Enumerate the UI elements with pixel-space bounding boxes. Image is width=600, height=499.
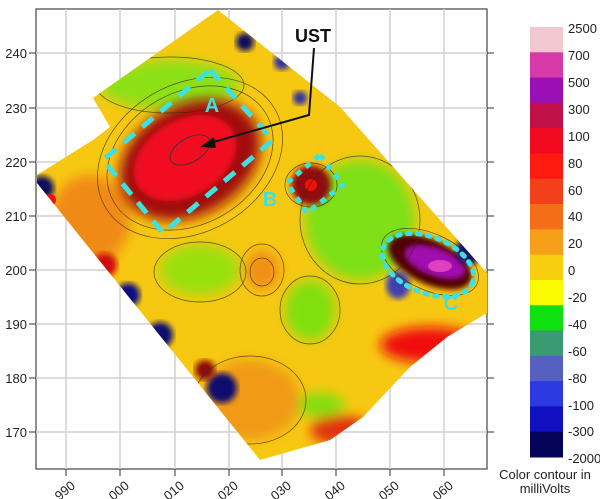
colorbar	[530, 27, 563, 458]
colorbar-level-label: 80	[568, 155, 583, 171]
colorbar-swatch	[530, 52, 563, 79]
colorbar-swatch	[530, 305, 563, 332]
colorbar-swatch	[530, 229, 563, 256]
colorbar-level-label: 500	[568, 75, 590, 91]
colorbar-swatch	[530, 77, 563, 104]
x-tick-label: 020	[215, 478, 241, 499]
overlay-zones	[99, 66, 477, 300]
label-b: B	[263, 189, 277, 211]
x-tick-label: 990	[52, 478, 78, 499]
x-tick-label: 050	[376, 478, 402, 499]
colorbar-level-label: -100	[568, 397, 595, 413]
label-c: C	[444, 293, 458, 315]
colorbar-title: Color contour in milliVolts	[499, 467, 591, 496]
colorbar-level-label: -60	[568, 343, 587, 359]
colorbar-swatch	[530, 279, 563, 306]
colorbar-level-label: -80	[568, 370, 587, 386]
ust-arrow	[200, 47, 315, 148]
ust-label: UST	[295, 26, 331, 46]
colorbar-level-label: 0	[568, 263, 576, 279]
x-tick-label: 010	[161, 478, 187, 499]
y-tick-label: 200	[5, 263, 27, 278]
colorbar-swatch	[530, 128, 563, 154]
colorbar-level-label: 100	[568, 128, 590, 144]
colorbar-level-label: 40	[568, 209, 583, 225]
colorbar-level-label: 60	[568, 182, 583, 198]
colorbar-swatch	[530, 431, 563, 458]
colorbar-level-label: 300	[568, 101, 590, 117]
label-a: A	[205, 95, 219, 117]
x-tick-label: 000	[106, 478, 132, 499]
colorbar-level-label: -300	[568, 424, 595, 440]
contour-lines	[95, 56, 479, 445]
colorbar-swatch	[530, 355, 563, 382]
colorbar-swatch	[530, 381, 563, 407]
zone-c-outline	[379, 230, 477, 300]
colorbar-swatch	[530, 153, 563, 180]
colorbar-level-label: 700	[568, 48, 590, 64]
y-tick-label: 180	[5, 371, 27, 386]
y-tick-label: 210	[5, 209, 27, 224]
zone-green-mid	[285, 280, 335, 340]
colorbar-swatch	[530, 204, 563, 230]
anomaly-a	[119, 99, 261, 221]
colorbar-level-label: -2000	[568, 451, 600, 467]
colorbar-swatch	[530, 178, 563, 205]
colorbar-level-label: 20	[568, 236, 583, 252]
x-tick-label: 060	[430, 478, 456, 499]
colorbar-level-label: 2500	[568, 21, 597, 37]
x-tick-label: 030	[268, 478, 294, 499]
colorbar-swatch	[530, 406, 563, 433]
axis-ticks: 990 000 010 020 030 040 050 060 240 230 220 210 200 1…	[5, 46, 494, 499]
y-tick-label: 220	[5, 155, 27, 170]
colorbar-level-label: -20	[568, 290, 587, 306]
x-tick-label: 040	[322, 478, 348, 499]
colorbar-swatch	[530, 102, 563, 129]
colorbar-swatch	[530, 330, 563, 357]
colorbar-swatch	[530, 254, 563, 281]
zone-orange-mid	[244, 250, 280, 290]
y-tick-label: 190	[5, 317, 27, 332]
zone-green-west	[160, 245, 240, 295]
zone-green-south	[295, 393, 345, 417]
y-tick-label: 170	[5, 425, 27, 440]
colorbar-level-label: -40	[568, 316, 587, 332]
colorbar-swatch	[530, 27, 563, 53]
zone-b-outline	[284, 152, 346, 216]
y-tick-label: 240	[5, 46, 27, 61]
y-tick-label: 230	[5, 101, 27, 116]
